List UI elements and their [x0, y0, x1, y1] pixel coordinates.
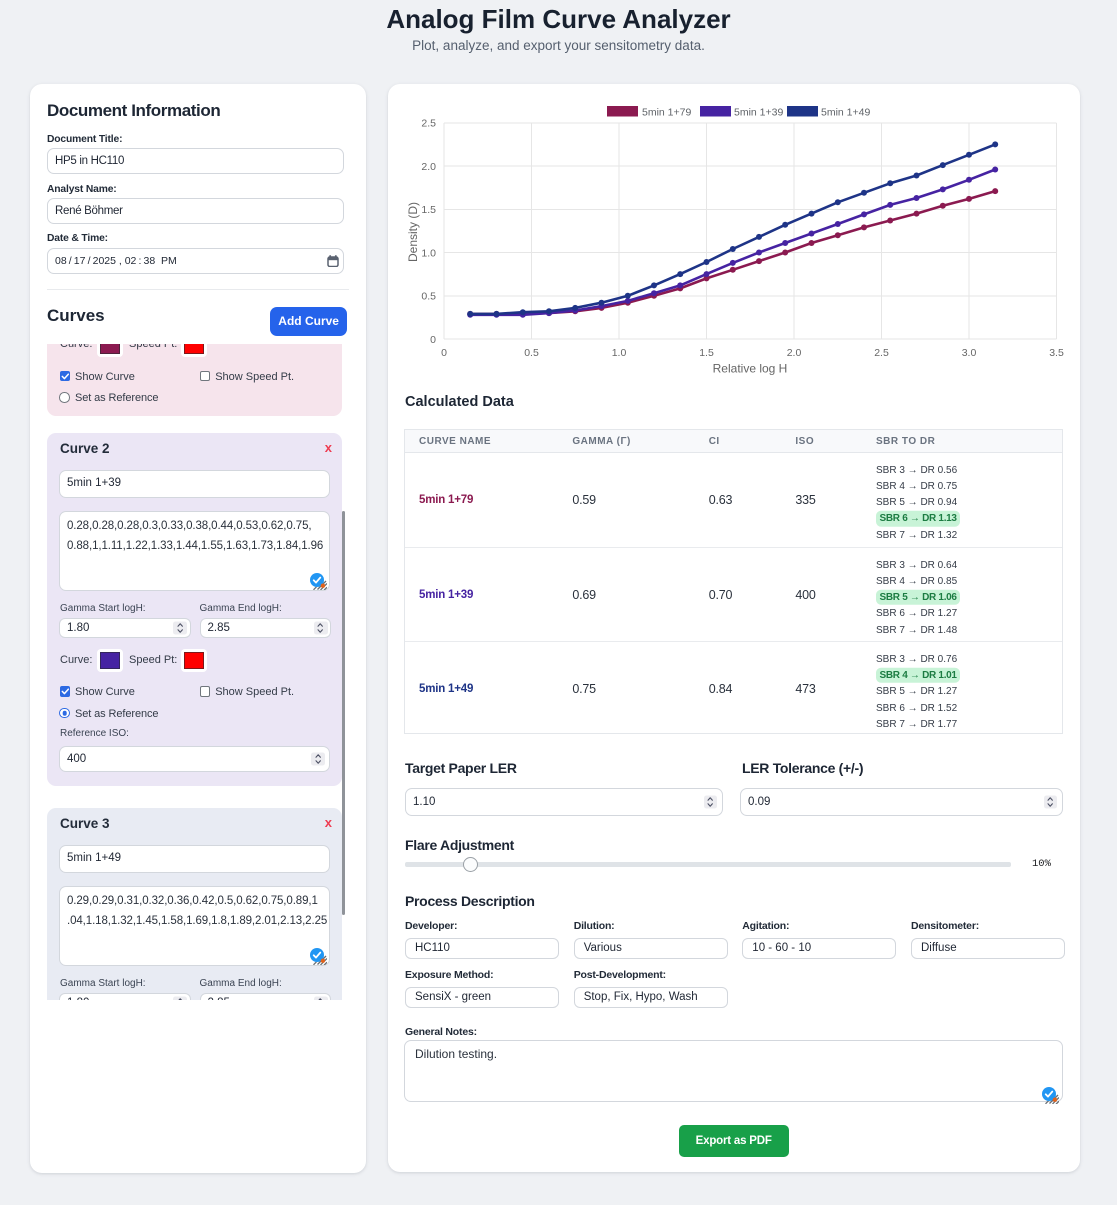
svg-text:0.5: 0.5 — [421, 291, 436, 303]
svg-text:2.0: 2.0 — [421, 161, 436, 173]
svg-text:1.0: 1.0 — [421, 247, 436, 259]
svg-text:1.0: 1.0 — [612, 347, 627, 359]
svg-text:5min 1+79: 5min 1+79 — [642, 107, 691, 119]
svg-text:0.5: 0.5 — [524, 347, 539, 359]
svg-text:5min 1+49: 5min 1+49 — [821, 107, 870, 119]
svg-text:3.5: 3.5 — [1049, 347, 1064, 359]
svg-text:Relative log H: Relative log H — [713, 362, 788, 376]
svg-text:5min 1+39: 5min 1+39 — [734, 107, 783, 119]
svg-text:2.5: 2.5 — [421, 118, 436, 130]
svg-text:0: 0 — [441, 347, 447, 359]
svg-text:3.0: 3.0 — [962, 347, 977, 359]
svg-text:1.5: 1.5 — [699, 347, 714, 359]
svg-text:1.5: 1.5 — [421, 204, 436, 216]
svg-text:2.0: 2.0 — [787, 347, 802, 359]
svg-text:2.5: 2.5 — [874, 347, 889, 359]
svg-text:0: 0 — [430, 334, 436, 346]
svg-text:Density (D): Density (D) — [406, 202, 420, 262]
